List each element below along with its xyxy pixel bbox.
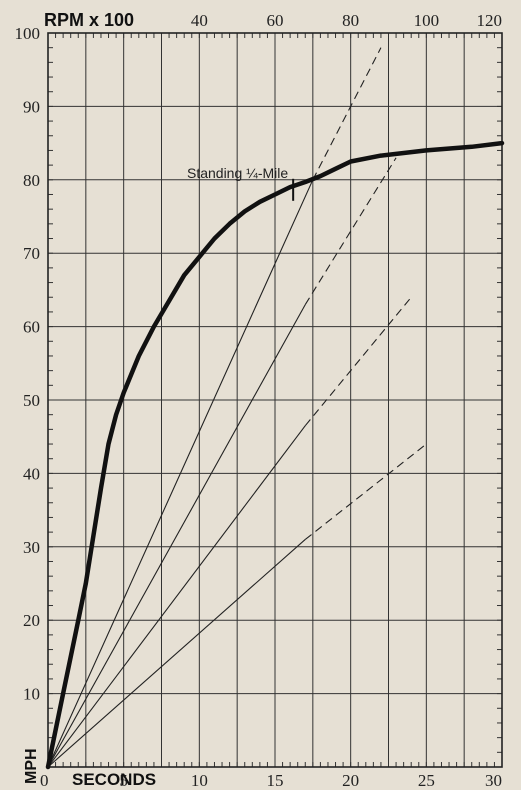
tick-labels: 0 5 10 15 20 25 30 10 20 30 40 50 60 70 80 90 100 40 60 80 1…	[15, 11, 503, 790]
annotations: Standing ¼-Mile	[187, 165, 295, 201]
gear-line-solid	[47, 425, 306, 768]
x-tick-label: 15	[267, 771, 284, 790]
y-tick-label: 50	[23, 391, 40, 410]
rpm-tick-label: 80	[342, 11, 359, 30]
series	[45, 140, 505, 770]
gear-line-solid	[47, 539, 306, 768]
rpm-tick-label: 120	[477, 11, 503, 30]
plot-frame	[47, 32, 503, 768]
gear-line-dashed	[304, 296, 412, 427]
gear-line-dashed	[312, 47, 382, 181]
x-tick-label: 10	[191, 771, 208, 790]
y-tick-label: 10	[23, 685, 40, 704]
y-tick-label: 30	[23, 538, 40, 557]
gear-lines	[47, 47, 427, 768]
y-axis-label: MPH	[23, 748, 40, 784]
gear-line-solid	[47, 179, 314, 768]
gear-line-dashed	[304, 157, 397, 305]
x-tick-label: 30	[485, 771, 502, 790]
acceleration-curve	[45, 140, 505, 770]
x-tick-label: 20	[342, 771, 359, 790]
rpm-tick-label: 100	[414, 11, 440, 30]
rpm-tick-label: 60	[267, 11, 284, 30]
y-tick-label: 90	[23, 97, 40, 116]
top-axis-title: RPM x 100	[44, 10, 134, 30]
grid	[47, 32, 503, 768]
gear-line-solid	[47, 304, 306, 768]
x-axis-label: SECONDS	[72, 770, 156, 789]
y-tick-label: 100	[15, 24, 41, 43]
y-tick-label: 80	[23, 171, 40, 190]
rpm-tick-label: 40	[191, 11, 208, 30]
x-tick-label: 0	[40, 771, 49, 790]
gear-line-dashed	[304, 443, 427, 540]
quarter-mile-label: Standing ¼-Mile	[187, 165, 288, 181]
y-tick-label: 20	[23, 611, 40, 630]
x-tick-label: 25	[418, 771, 435, 790]
y-tick-label: 60	[23, 318, 40, 337]
y-tick-label: 40	[23, 464, 40, 483]
y-tick-label: 70	[23, 244, 40, 263]
x-tick-label: 5	[119, 771, 128, 790]
